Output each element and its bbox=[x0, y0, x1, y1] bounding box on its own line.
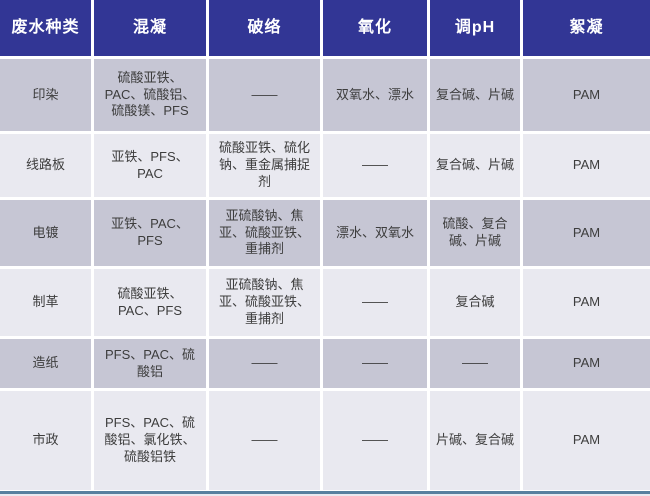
cell-ph-adjustment: 片碱、复合碱 bbox=[430, 391, 520, 490]
cell-wastewater-type: 印染 bbox=[0, 59, 91, 131]
cell-coagulation: 亚铁、PFS、PAC bbox=[94, 134, 206, 197]
cell-wastewater-type: 造纸 bbox=[0, 339, 91, 388]
cell-complex-breaking: —— bbox=[209, 59, 320, 131]
cell-flocculation: PAM bbox=[523, 200, 650, 266]
cell-flocculation: PAM bbox=[523, 339, 650, 388]
column-header-ph-adjustment: 调pH bbox=[430, 0, 520, 56]
cell-complex-breaking: 硫酸亚铁、硫化钠、重金属捕捉剂 bbox=[209, 134, 320, 197]
cell-wastewater-type: 市政 bbox=[0, 391, 91, 490]
column-header-wastewater-type: 废水种类 bbox=[0, 0, 91, 56]
cell-wastewater-type: 制革 bbox=[0, 269, 91, 336]
cell-oxidation: 漂水、双氧水 bbox=[323, 200, 427, 266]
cell-flocculation: PAM bbox=[523, 391, 650, 490]
cell-coagulation: PFS、PAC、硫酸铝 bbox=[94, 339, 206, 388]
cell-ph-adjustment: 复合碱、片碱 bbox=[430, 59, 520, 131]
cell-ph-adjustment: 硫酸、复合碱、片碱 bbox=[430, 200, 520, 266]
cell-ph-adjustment: 复合碱 bbox=[430, 269, 520, 336]
cell-complex-breaking: —— bbox=[209, 339, 320, 388]
cell-oxidation: —— bbox=[323, 134, 427, 197]
cell-ph-adjustment: 复合碱、片碱 bbox=[430, 134, 520, 197]
cell-flocculation: PAM bbox=[523, 59, 650, 131]
cell-complex-breaking: 亚硫酸钠、焦亚、硫酸亚铁、重捕剂 bbox=[209, 269, 320, 336]
column-header-oxidation: 氧化 bbox=[323, 0, 427, 56]
cell-oxidation: —— bbox=[323, 269, 427, 336]
column-header-complex-breaking: 破络 bbox=[209, 0, 320, 56]
cell-complex-breaking: —— bbox=[209, 391, 320, 490]
cell-flocculation: PAM bbox=[523, 134, 650, 197]
cell-coagulation: PFS、PAC、硫酸铝、氯化铁、硫酸铝铁 bbox=[94, 391, 206, 490]
cell-flocculation: PAM bbox=[523, 269, 650, 336]
column-header-coagulation: 混凝 bbox=[94, 0, 206, 56]
cell-coagulation: 亚铁、PAC、PFS bbox=[94, 200, 206, 266]
bottom-accent-line bbox=[0, 491, 650, 494]
cell-coagulation: 硫酸亚铁、PAC、PFS bbox=[94, 269, 206, 336]
column-header-flocculation: 絮凝 bbox=[523, 0, 650, 56]
cell-oxidation: 双氧水、漂水 bbox=[323, 59, 427, 131]
cell-ph-adjustment: —— bbox=[430, 339, 520, 388]
bottom-strip bbox=[0, 494, 650, 496]
cell-wastewater-type: 线路板 bbox=[0, 134, 91, 197]
cell-coagulation: 硫酸亚铁、PAC、硫酸铝、硫酸镁、PFS bbox=[94, 59, 206, 131]
cell-oxidation: —— bbox=[323, 391, 427, 490]
cell-complex-breaking: 亚硫酸钠、焦亚、硫酸亚铁、重捕剂 bbox=[209, 200, 320, 266]
cell-wastewater-type: 电镀 bbox=[0, 200, 91, 266]
cell-oxidation: —— bbox=[323, 339, 427, 388]
